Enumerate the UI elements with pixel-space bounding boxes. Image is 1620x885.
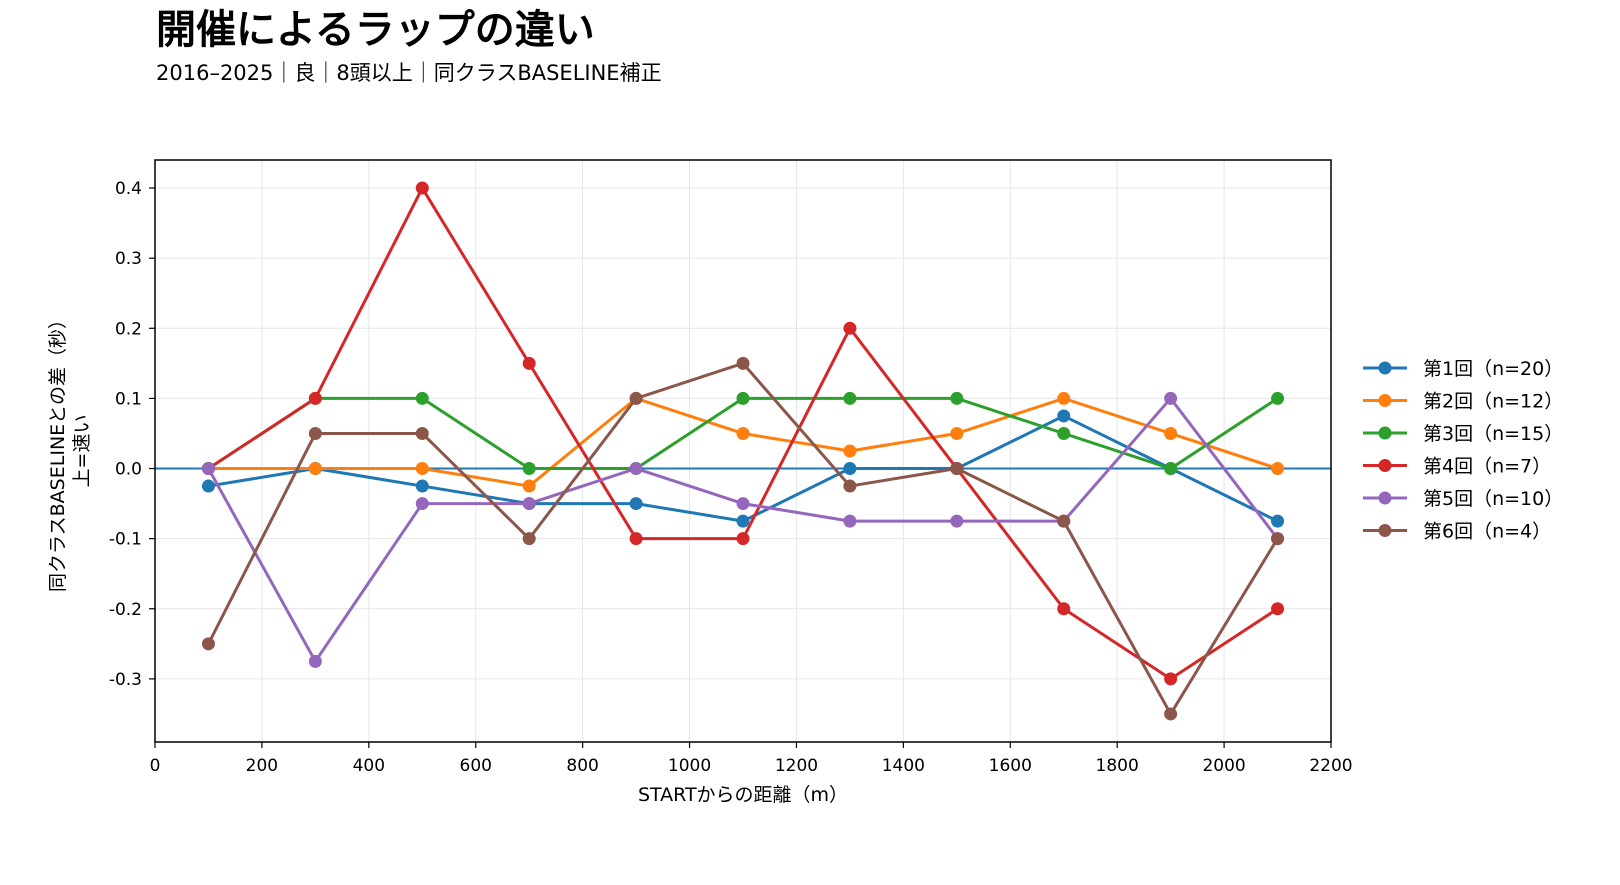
- data-point-s1-1: [201, 479, 215, 493]
- y-tick-label-4: 0.1: [115, 389, 142, 409]
- x-tick-label-1: 200: [246, 756, 278, 776]
- y-tick-label-7: 0.4: [115, 179, 142, 199]
- y-axis-label: 同クラスBASELINEとの差（秒）: [47, 310, 69, 592]
- legend-label-6: 第6回（n=4）: [1423, 521, 1551, 543]
- chart-subtitle: 2016–2025｜良｜8頭以上｜同クラスBASELINE補正: [156, 61, 662, 85]
- data-point-s1-6: [736, 514, 750, 528]
- data-point-s2-2: [308, 462, 322, 476]
- data-point-s4-11: [1271, 602, 1285, 616]
- data-point-s5-3: [415, 497, 429, 511]
- x-tick-label-6: 1200: [775, 756, 818, 776]
- x-tick-label-2: 400: [353, 756, 385, 776]
- data-point-s4-9: [1057, 602, 1071, 616]
- legend-label-5: 第5回（n=10）: [1423, 488, 1563, 510]
- data-point-s6-9: [1057, 514, 1071, 528]
- legend-label-3: 第3回（n=15）: [1423, 423, 1563, 445]
- data-point-s4-4: [522, 356, 536, 370]
- data-point-s5-1: [201, 462, 215, 476]
- y-tick-label-5: 0.2: [115, 319, 142, 339]
- x-tick-label-0: 0: [150, 756, 161, 776]
- legend-marker-5: [1378, 491, 1392, 505]
- data-point-s6-7: [843, 479, 857, 493]
- data-point-s1-3: [415, 479, 429, 493]
- data-point-s5-10: [1164, 391, 1178, 405]
- data-point-s6-4: [522, 532, 536, 546]
- data-point-s4-5: [629, 532, 643, 546]
- legend-marker-6: [1378, 524, 1392, 537]
- data-point-s3-3: [415, 391, 429, 405]
- data-point-s2-9: [1057, 391, 1071, 405]
- legend-marker-3: [1378, 426, 1392, 440]
- data-point-s4-6: [736, 532, 750, 546]
- legend-label-2: 第2回（n=12）: [1423, 391, 1563, 413]
- data-point-s5-5: [629, 462, 643, 476]
- x-tick-label-8: 1600: [989, 756, 1032, 776]
- legend-marker-4: [1378, 459, 1392, 472]
- data-point-s2-10: [1164, 426, 1178, 440]
- x-tick-label-7: 1400: [882, 756, 925, 776]
- y-axis-label-note: 上=速い: [71, 415, 93, 488]
- data-point-s6-1: [201, 637, 215, 651]
- x-tick-label-9: 1800: [1096, 756, 1139, 776]
- data-point-s6-10: [1164, 707, 1178, 721]
- y-tick-label-2: -0.1: [109, 530, 142, 550]
- x-tick-label-10: 2000: [1202, 756, 1245, 776]
- legend-label-4: 第4回（n=7）: [1423, 456, 1551, 478]
- data-point-s4-10: [1164, 672, 1178, 686]
- data-point-s5-7: [843, 514, 857, 528]
- data-point-s2-11: [1271, 462, 1285, 476]
- data-point-s4-7: [843, 321, 857, 335]
- data-point-s1-9: [1057, 409, 1071, 423]
- x-tick-label-5: 1000: [668, 756, 711, 776]
- x-tick-label-3: 600: [460, 756, 492, 776]
- data-point-s6-6: [736, 356, 750, 370]
- data-point-s3-6: [736, 391, 750, 405]
- y-tick-label-6: 0.3: [115, 249, 142, 269]
- x-tick-label-11: 2200: [1309, 756, 1352, 776]
- data-point-s5-4: [522, 497, 536, 511]
- y-tick-label-0: -0.3: [109, 670, 142, 690]
- data-point-s5-6: [736, 497, 750, 511]
- data-point-s6-3: [415, 426, 429, 440]
- data-point-s2-8: [950, 426, 964, 440]
- data-point-s3-9: [1057, 426, 1071, 440]
- legend-marker-2: [1378, 394, 1392, 407]
- legend-label-1: 第1回（n=20）: [1423, 358, 1563, 380]
- y-tick-label-1: -0.2: [109, 600, 142, 620]
- data-point-s6-5: [629, 391, 643, 405]
- data-point-s4-3: [415, 181, 429, 195]
- data-point-s6-2: [308, 426, 322, 440]
- data-point-s3-11: [1271, 391, 1285, 405]
- plot-frame: [154, 159, 1332, 743]
- data-point-s5-2: [308, 654, 322, 668]
- data-point-s2-4: [522, 479, 536, 493]
- data-point-s2-7: [843, 444, 857, 458]
- data-point-s3-8: [950, 391, 964, 405]
- data-point-s6-11: [1271, 532, 1285, 546]
- data-point-s3-4: [522, 462, 536, 476]
- x-tick-label-4: 800: [566, 756, 598, 776]
- data-point-s5-8: [950, 514, 964, 528]
- data-point-s2-3: [415, 462, 429, 476]
- data-point-s4-2: [308, 391, 322, 405]
- x-axis-label: STARTからの距離（m）: [638, 784, 848, 806]
- data-point-s3-7: [843, 391, 857, 405]
- y-tick-label-3: 0.0: [115, 460, 142, 480]
- chart-title: 開催によるラップの違い: [156, 7, 595, 53]
- data-point-s6-8: [950, 462, 964, 476]
- data-point-s1-11: [1271, 514, 1285, 528]
- data-point-s1-7: [843, 462, 857, 476]
- legend-marker-1: [1378, 361, 1392, 375]
- data-point-s3-10: [1164, 462, 1178, 476]
- data-point-s2-6: [736, 426, 750, 440]
- data-point-s1-5: [629, 497, 643, 511]
